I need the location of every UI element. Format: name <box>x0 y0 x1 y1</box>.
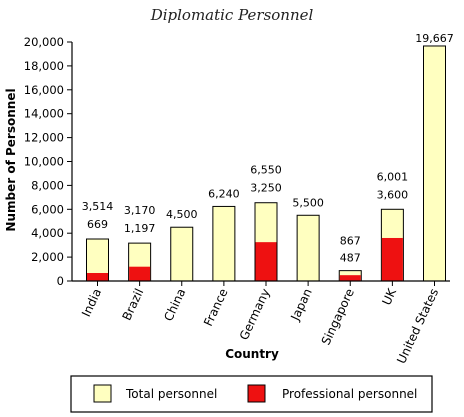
y-tick-label: 8,000 <box>31 178 64 192</box>
data-label-total: 6,550 <box>250 164 282 177</box>
x-tick-label: UK <box>379 285 399 307</box>
data-label-total: 6,001 <box>377 170 409 183</box>
data-label-total: 3,170 <box>124 204 156 217</box>
y-tick-label: 12,000 <box>24 131 64 145</box>
bars <box>86 45 446 282</box>
y-tick-label: 20,000 <box>24 35 64 49</box>
y-tick-label: 18,000 <box>24 59 64 73</box>
x-tick-label: China <box>161 286 188 323</box>
y-tick-label: 6,000 <box>31 202 64 216</box>
bar-professional-uk <box>381 237 403 281</box>
legend-swatch-professional <box>247 384 266 403</box>
data-label-professional: 669 <box>87 218 108 231</box>
y-axis-ticks: 0 2,000 4,000 6,000 8,000 10,000 12,000 14,000 1… <box>24 35 72 288</box>
data-label-total: 6,240 <box>208 187 240 200</box>
legend-label-total: Total personnel <box>125 387 217 401</box>
bar-professional-singapore <box>339 275 361 281</box>
x-tick-label: France <box>201 286 231 328</box>
y-tick-label: 0 <box>57 274 64 288</box>
y-tick-label: 4,000 <box>31 226 64 240</box>
data-label-total: 3,514 <box>82 200 114 213</box>
data-labels: 3,514 669 3,170 1,197 4,500 6,240 6,550 3,250 5,… <box>82 32 454 265</box>
data-label-professional: 1,197 <box>124 222 156 235</box>
bar-total-france <box>212 205 236 282</box>
data-label-total: 867 <box>340 235 361 248</box>
data-label-professional: 487 <box>340 252 361 265</box>
y-tick-label: 16,000 <box>24 83 64 97</box>
data-label-total: 4,500 <box>166 208 198 221</box>
y-tick-label: 10,000 <box>24 155 64 169</box>
legend-label-professional: Professional personnel <box>282 387 417 401</box>
data-label-total: 5,500 <box>292 196 324 209</box>
x-tick-label: Japan <box>288 286 315 323</box>
x-tick-label: United States <box>394 286 441 366</box>
y-axis-label: Number of Personnel <box>4 88 18 231</box>
bar-professional-brazil <box>129 266 151 281</box>
x-tick-label: India <box>79 286 104 319</box>
x-tick-label: Germany <box>237 286 273 342</box>
data-label-professional: 3,250 <box>250 182 282 195</box>
x-axis-label: Country <box>225 347 279 361</box>
x-tick-label: Brazil <box>119 286 146 322</box>
x-tick-label: Singapore <box>319 286 357 347</box>
y-tick-label: 2,000 <box>31 250 64 264</box>
bar-total-japan <box>296 214 320 282</box>
bar-professional-germany <box>255 242 277 281</box>
data-label-professional: 3,600 <box>377 188 409 201</box>
legend-swatch-total <box>93 384 112 403</box>
legend: Total personnel Professional personnel <box>70 375 433 413</box>
bar-professional-india <box>87 273 108 281</box>
data-label-total: 19,667 <box>415 32 454 45</box>
bar-total-united-states <box>423 45 446 282</box>
bar-total-china <box>170 226 194 282</box>
y-tick-label: 14,000 <box>24 107 64 121</box>
chart-title: Diplomatic Personnel <box>150 6 314 24</box>
